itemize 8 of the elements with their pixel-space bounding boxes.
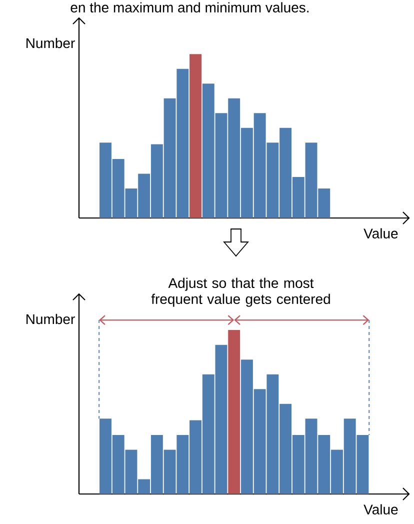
y-axis-title: Number — [26, 38, 75, 48]
chart-title: en the maximum and minimum values. — [70, 2, 309, 12]
bar — [228, 330, 240, 494]
x-axis-title: Value — [364, 228, 398, 238]
text: Adjust so that the most frequent value gets centered — [151, 278, 330, 307]
x-axis-title: Value — [364, 504, 398, 514]
bar — [190, 54, 202, 218]
y-axis-title: Number — [26, 314, 75, 324]
